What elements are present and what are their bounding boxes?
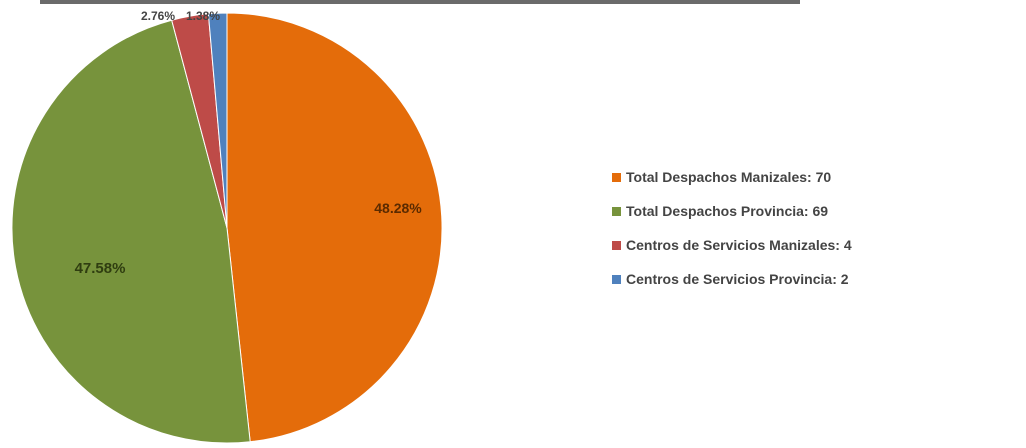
legend-swatch-4 [612,274,621,284]
pie-slices [11,12,443,444]
legend-item-1: Total Despachos Manizales: 70 [612,160,1022,194]
data-label-2: 47.58% [75,260,126,277]
pie-data-labels: 48.28% 47.58% 2.76% 1.38% [75,9,423,277]
cropped-title-remnant [40,0,800,4]
legend-label-1: Total Despachos Manizales: 70 [626,169,832,185]
data-label-4: 1.38% [186,9,220,23]
pie-slice-2 [11,19,251,444]
legend-label-3: Centros de Servicios Manizales: 4 [626,237,852,253]
legend-item-3: Centros de Servicios Manizales: 4 [612,228,1022,262]
data-label-3: 2.76% [141,9,175,23]
legend-label-4: Centros de Servicios Provincia: 2 [626,271,849,287]
chart-legend: Total Despachos Manizales: 70 Total Despa… [612,160,1022,296]
legend-label-2: Total Despachos Provincia: 69 [626,203,829,219]
pie-slice-1 [226,12,443,443]
legend-swatch-3 [612,240,621,250]
legend-swatch-2 [612,206,621,216]
pie-slice-4 [207,12,228,229]
legend-swatch-1 [612,172,621,182]
data-label-1: 48.28% [374,200,422,216]
legend-item-4: Centros de Servicios Provincia: 2 [612,262,1022,296]
legend-item-2: Total Despachos Provincia: 69 [612,194,1022,228]
